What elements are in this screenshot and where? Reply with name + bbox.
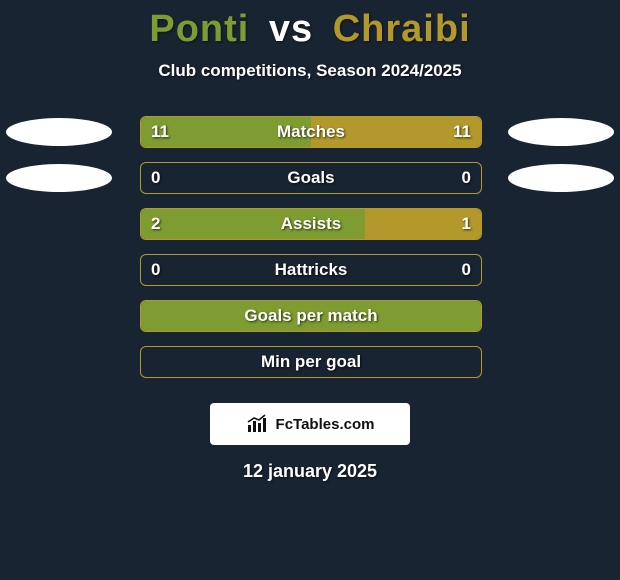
stat-value-left: 11: [151, 122, 169, 142]
stat-row: Assists2 1: [0, 201, 620, 247]
stat-bar: Assists2 1: [140, 208, 482, 240]
stat-bar: Hattricks0 0: [140, 254, 482, 286]
stat-row: Goals0 0: [0, 155, 620, 201]
stat-row: Min per goal: [0, 339, 620, 385]
player2-ellipse: [508, 118, 614, 146]
title-vs: vs: [269, 8, 313, 50]
stat-value-right: 0: [462, 260, 471, 280]
source-badge: FcTables.com: [210, 403, 410, 445]
stat-value-left: 0: [151, 168, 160, 188]
stat-row: Hattricks0 0: [0, 247, 620, 293]
stat-value-left: 0: [151, 260, 160, 280]
stat-bar: Matches11 11: [140, 116, 482, 148]
stat-label: Goals per match: [141, 306, 481, 326]
title-player2: Chraibi: [333, 8, 471, 50]
player1-ellipse: [6, 164, 112, 192]
subtitle: Club competitions, Season 2024/2025: [0, 61, 620, 81]
player2-ellipse: [508, 164, 614, 192]
stat-row: Matches11 11: [0, 109, 620, 155]
stats-area: Matches1111Goals00Assists21Hattricks00Go…: [0, 109, 620, 385]
date-label: 12 january 2025: [0, 461, 620, 482]
stat-label: Min per goal: [141, 352, 481, 372]
stat-value-right: 11: [453, 122, 471, 142]
stat-value-right: 0: [462, 168, 471, 188]
stat-label: Hattricks: [141, 260, 481, 280]
title-player1: Ponti: [149, 8, 249, 50]
stat-label: Assists: [141, 214, 481, 234]
badge-text: FcTables.com: [276, 416, 375, 433]
stat-bar: Goals0 0: [140, 162, 482, 194]
stat-label: Goals: [141, 168, 481, 188]
stat-label: Matches: [141, 122, 481, 142]
stat-value-left: 2: [151, 214, 160, 234]
stat-bar: Min per goal: [140, 346, 482, 378]
stat-value-right: 1: [462, 214, 471, 234]
page-title: Ponti vs Chraibi: [0, 0, 620, 51]
stat-row: Goals per match: [0, 293, 620, 339]
player1-ellipse: [6, 118, 112, 146]
comparison-container: Ponti vs Chraibi Club competitions, Seas…: [0, 0, 620, 580]
stat-bar: Goals per match: [140, 300, 482, 332]
chart-icon: [246, 414, 272, 434]
